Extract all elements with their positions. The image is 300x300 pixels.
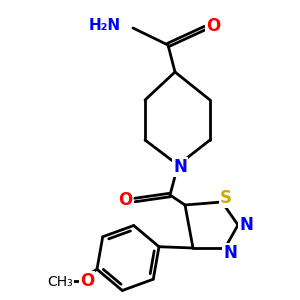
Text: O: O (118, 191, 132, 209)
Text: O: O (206, 17, 220, 35)
Text: O: O (80, 272, 94, 290)
Text: N: N (173, 158, 187, 176)
Text: H₂N: H₂N (89, 17, 121, 32)
Text: CH₃: CH₃ (47, 275, 73, 289)
Text: N: N (223, 244, 237, 262)
Text: N: N (239, 216, 253, 234)
Text: S: S (220, 189, 232, 207)
